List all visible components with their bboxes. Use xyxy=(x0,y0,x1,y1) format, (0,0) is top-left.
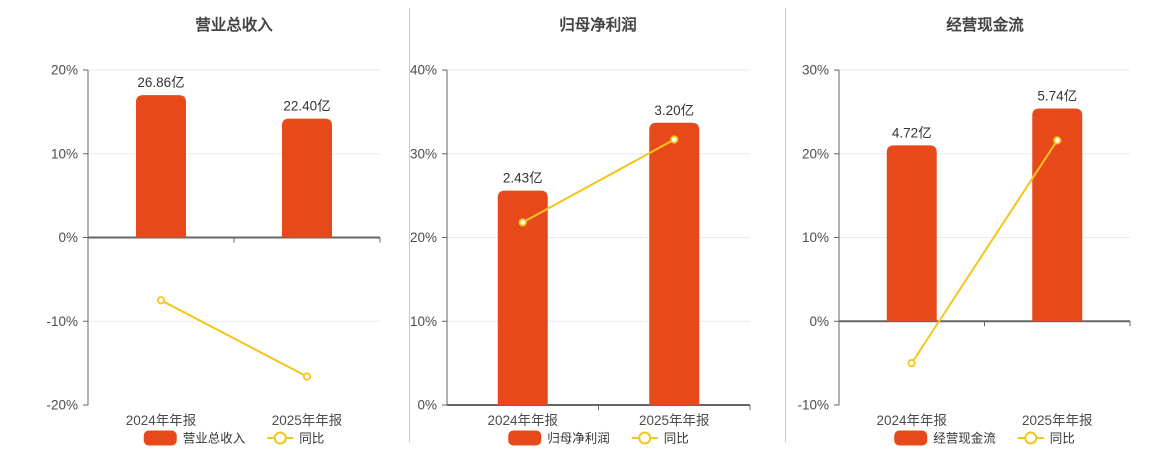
legend-yoy-label: 同比 xyxy=(664,432,689,446)
yoy-line-marker xyxy=(302,372,312,381)
yoy-line-marker xyxy=(156,296,166,305)
yoy-line-marker xyxy=(670,135,679,144)
chart-net-profit: 0% 10% 20% 30% 40% 2.43亿 2024年年报 3.20亿 2025年年报归母… xyxy=(410,63,751,446)
chart-title-revenue: 营业总收入 xyxy=(195,17,273,34)
x-category-label: 2025年年报 xyxy=(1022,413,1093,428)
legend-yoy-label: 同比 xyxy=(1050,432,1075,446)
y-tick-label: -10% xyxy=(797,398,829,413)
legend-item-revenue[interactable]: 营业总收入 xyxy=(143,430,246,446)
yoy-line-marker xyxy=(1053,136,1062,145)
legend-item-net-profit[interactable]: 归母净利润 xyxy=(508,430,610,446)
legend-item-cash-flow[interactable]: 经营现金流 xyxy=(894,430,996,446)
yoy-line-marker xyxy=(518,218,527,227)
bar xyxy=(497,190,548,405)
legend-item-yoy[interactable]: 同比 xyxy=(631,431,689,446)
y-tick-label: 20% xyxy=(51,63,78,78)
x-category-label: 2024年年报 xyxy=(126,413,197,428)
legend-item-yoy[interactable]: 同比 xyxy=(1017,431,1075,446)
x-category-label: 2025年年报 xyxy=(639,413,710,428)
x-category-label: 2024年年报 xyxy=(876,413,947,428)
yoy-line-marker xyxy=(907,359,916,368)
y-tick-label: -20% xyxy=(46,398,78,413)
yoy-line xyxy=(160,299,308,378)
legend-yoy-label: 同比 xyxy=(299,432,324,446)
bar-value-label: 4.72亿 xyxy=(892,125,932,140)
y-tick-label: 40% xyxy=(410,63,437,78)
legend-line-marker xyxy=(273,431,287,445)
legend-bar-label: 营业总收入 xyxy=(183,432,246,446)
y-tick-label: 30% xyxy=(802,63,829,78)
x-category-label: 2025年年报 xyxy=(272,413,343,428)
legend-line-marker xyxy=(638,431,652,445)
y-tick-label: 20% xyxy=(410,230,437,245)
legend-line-marker xyxy=(1024,431,1038,445)
chart-cash-flow: -10% 0% 10% 20% 30% 4.72亿 2024年年报 5.74亿 2025年年报经… xyxy=(797,63,1131,446)
bar xyxy=(649,122,700,405)
y-tick-label: 0% xyxy=(58,230,78,245)
chart-title-net-profit: 归母净利润 xyxy=(559,17,637,34)
y-tick-label: 20% xyxy=(802,146,829,161)
legend-bar-label: 归母净利润 xyxy=(547,432,610,446)
legend-bar-label: 经营现金流 xyxy=(933,431,996,446)
bar xyxy=(886,145,937,322)
bar xyxy=(1032,108,1083,322)
legend-bar-swatch xyxy=(894,430,928,446)
chart-title-cash-flow: 经营现金流 xyxy=(946,17,1024,34)
legend-item-yoy[interactable]: 同比 xyxy=(267,431,324,446)
y-tick-label: -10% xyxy=(46,314,78,329)
bar xyxy=(136,95,186,238)
y-tick-label: 0% xyxy=(809,314,829,329)
y-tick-label: 0% xyxy=(417,398,437,413)
bar-value-label: 3.20亿 xyxy=(654,103,694,118)
yoy-line xyxy=(910,139,1059,364)
y-tick-label: 10% xyxy=(51,146,78,161)
legend-bar-swatch xyxy=(143,430,177,446)
chart-revenue: -20% -10% 0% 10% 20% 26.86亿 2024年年报 22.40亿 2025年… xyxy=(46,63,381,446)
yoy-line xyxy=(522,138,675,224)
bar-value-label: 22.40亿 xyxy=(283,99,330,114)
y-tick-label: 30% xyxy=(410,146,437,161)
bar-value-label: 5.74亿 xyxy=(1037,89,1077,104)
bar-value-label: 26.86亿 xyxy=(137,75,184,90)
bar xyxy=(282,118,332,238)
bar-value-label: 2.43亿 xyxy=(503,171,543,186)
legend-bar-swatch xyxy=(508,430,542,446)
y-tick-label: 10% xyxy=(410,314,437,329)
x-category-label: 2024年年报 xyxy=(487,413,558,428)
y-tick-label: 10% xyxy=(802,230,829,245)
